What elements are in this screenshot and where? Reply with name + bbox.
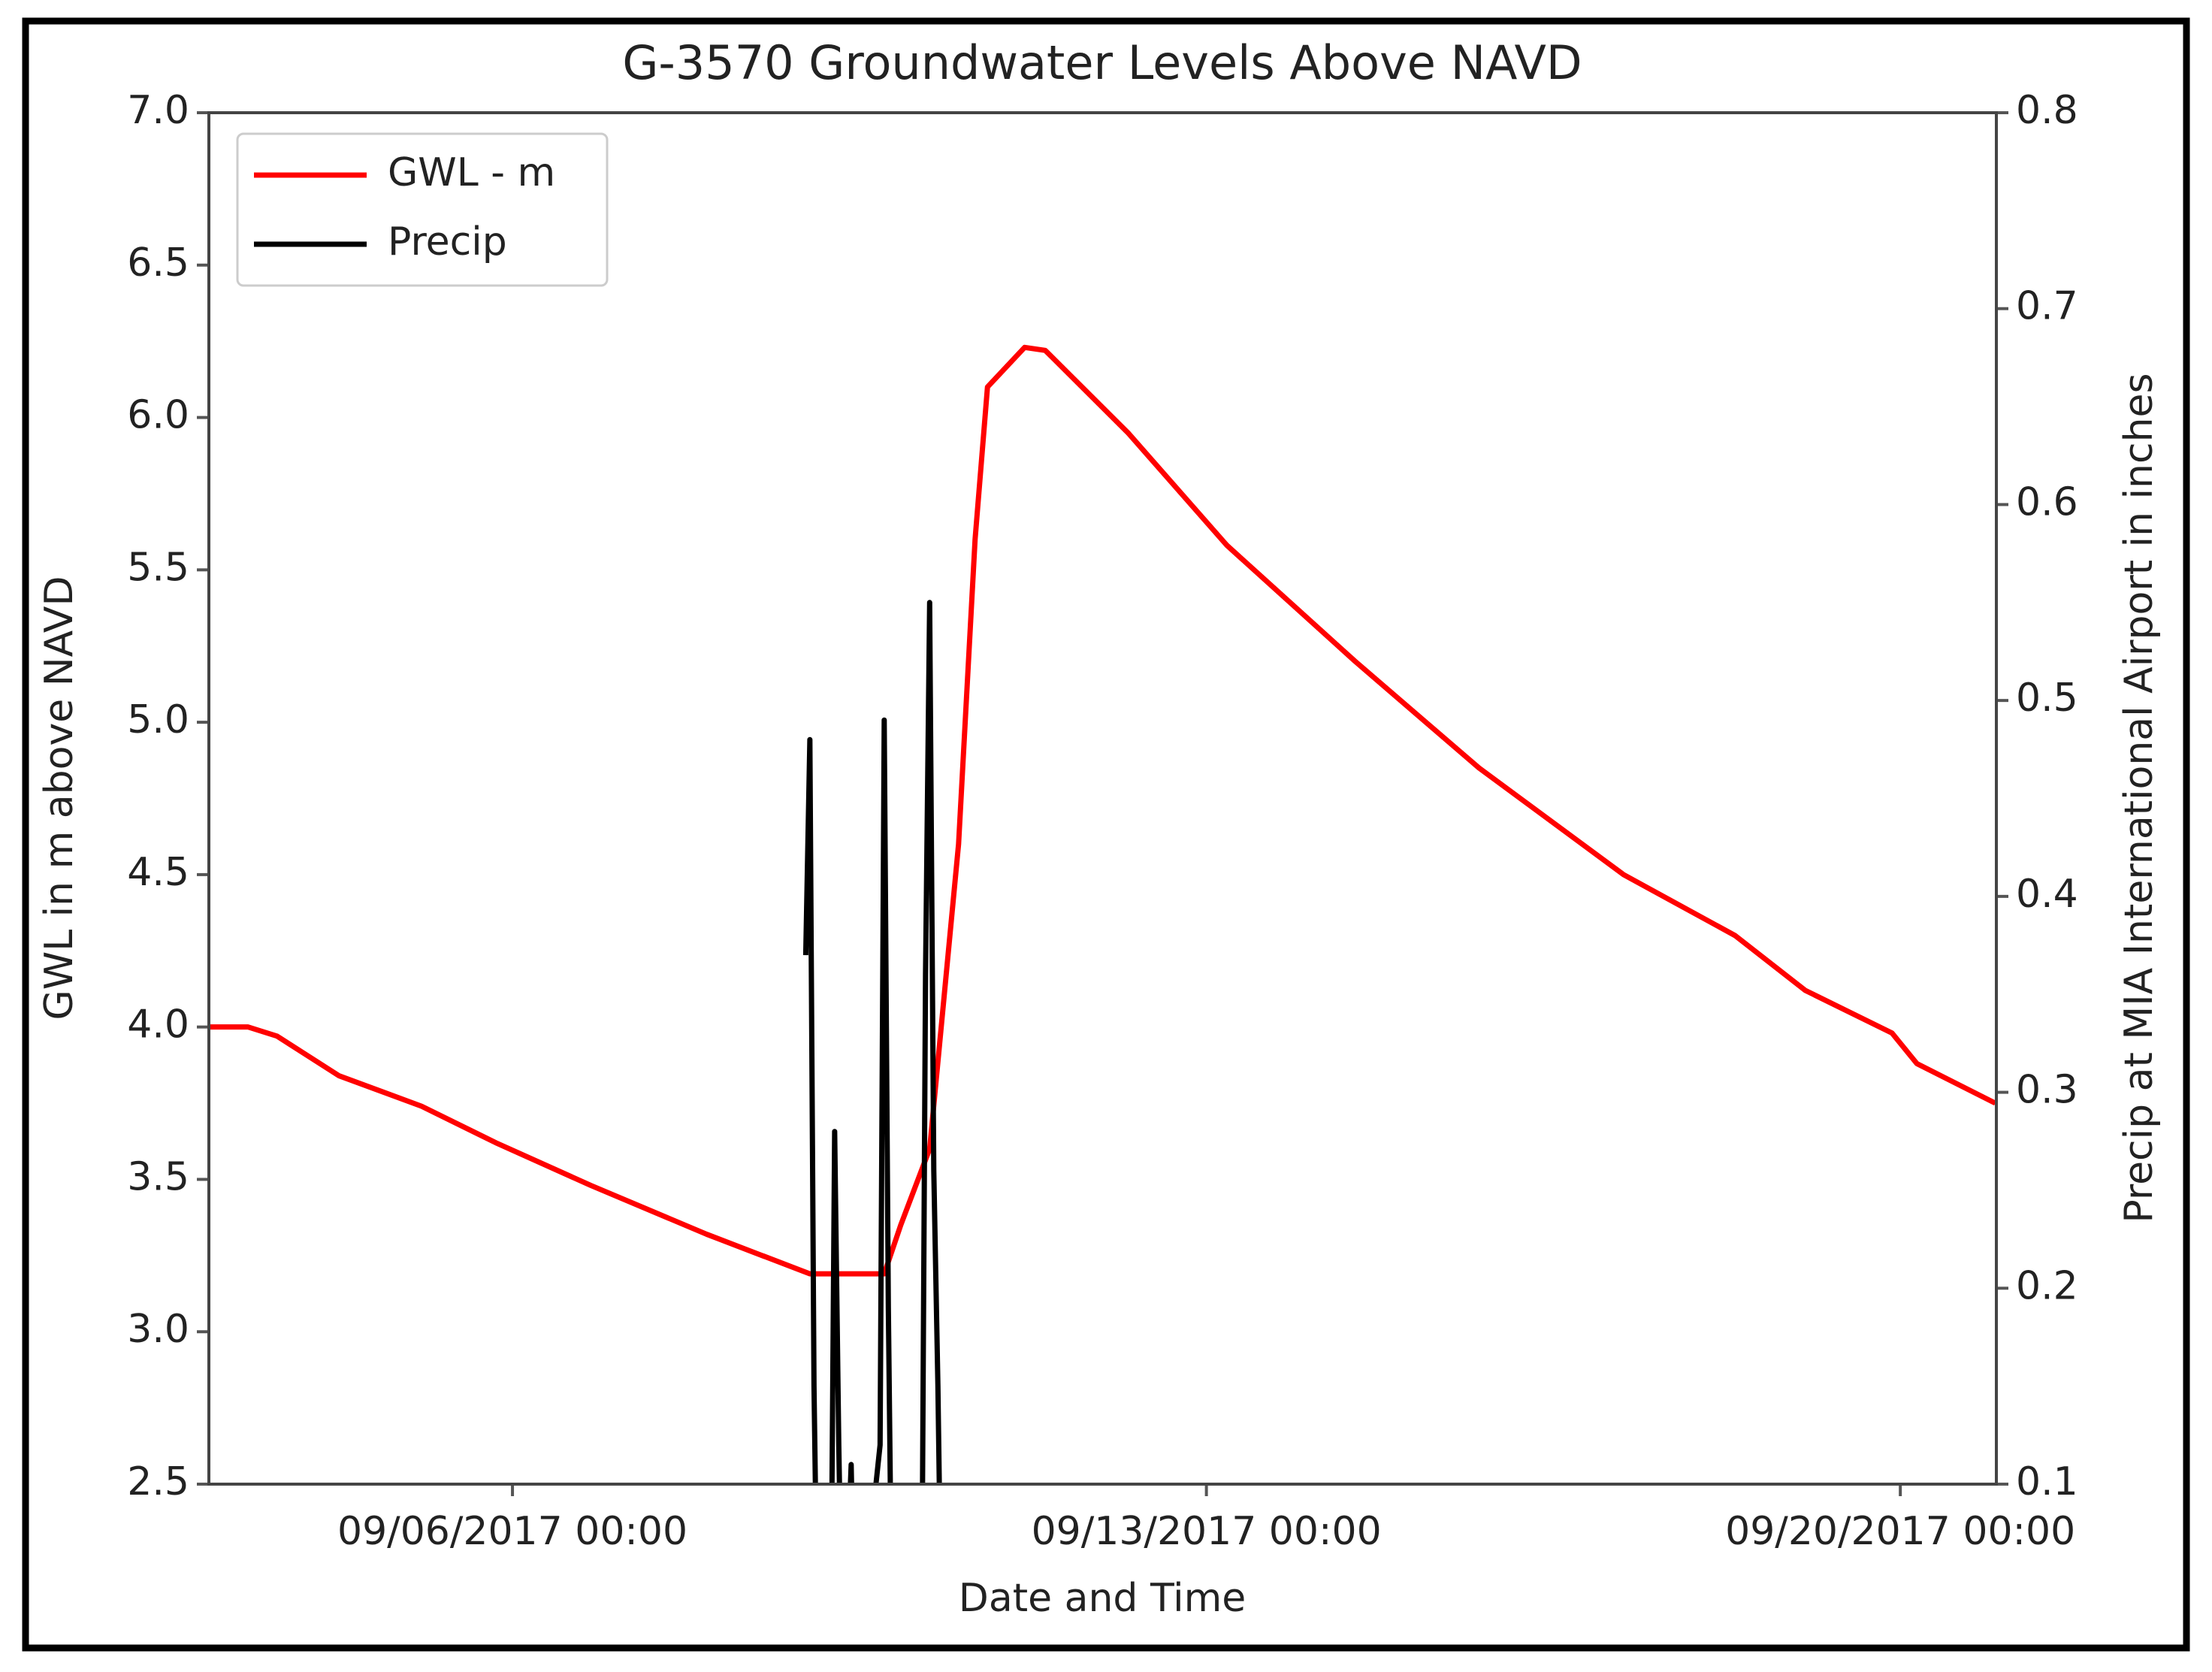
series-line <box>209 344 1996 1277</box>
y-tick-label: 7.0 <box>127 88 189 133</box>
y2-tick-label: 0.1 <box>2016 1459 2078 1504</box>
y2-tick-label: 0.3 <box>2016 1068 2078 1113</box>
x-tick-label: 09/06/2017 00:00 <box>337 1509 687 1554</box>
y2-tick-label: 0.6 <box>2016 479 2078 525</box>
y-tick-label: 2.5 <box>127 1459 189 1504</box>
y2-tick-label: 0.2 <box>2016 1263 2078 1308</box>
legend-label: GWL - m <box>388 150 555 195</box>
y-tick-label: 6.0 <box>127 393 189 438</box>
legend-label: Precip <box>388 219 507 265</box>
x-tick-label: 09/13/2017 00:00 <box>1032 1509 1382 1554</box>
y-tick-label: 6.5 <box>127 240 189 286</box>
y-tick-label: 3.0 <box>127 1307 189 1352</box>
y-tick-label: 3.5 <box>127 1154 189 1199</box>
y-tick-label: 5.5 <box>127 545 189 590</box>
x-axis-label: Date and Time <box>959 1576 1246 1621</box>
series-line <box>802 600 942 1484</box>
frame <box>22 17 2190 1652</box>
axes-frame <box>207 111 1998 1486</box>
y-tick-label: 4.5 <box>127 850 189 895</box>
y-tick-label: 5.0 <box>127 697 189 742</box>
x-tick-label: 09/20/2017 00:00 <box>1725 1509 2075 1554</box>
y-tick-label: 4.0 <box>127 1002 189 1048</box>
y-axis-label: GWL in m above NAVD <box>37 576 82 1020</box>
y2-tick-label: 0.4 <box>2016 872 2078 917</box>
legend-box <box>236 132 609 287</box>
plot-area <box>209 344 1996 1484</box>
y2-axis-label: Precip at MIA International Airport in i… <box>2117 373 2162 1223</box>
y2-tick-label: 0.8 <box>2016 88 2078 133</box>
chart-title: G-3570 Groundwater Levels Above NAVD <box>622 35 1582 90</box>
y2-tick-label: 0.7 <box>2016 284 2078 329</box>
y2-tick-label: 0.5 <box>2016 676 2078 721</box>
